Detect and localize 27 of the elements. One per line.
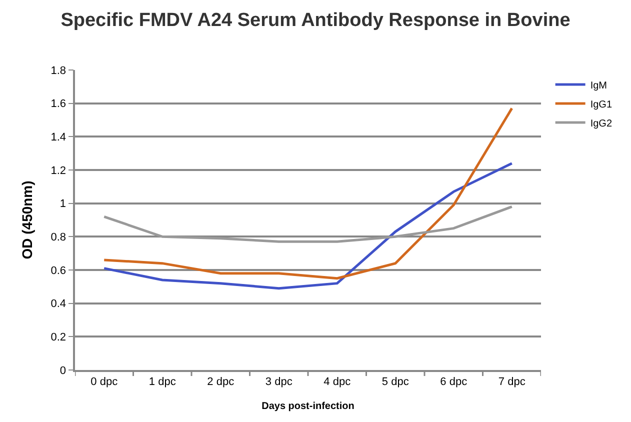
legend-label: IgM: [590, 80, 607, 92]
legend-label: IgG2: [590, 118, 612, 130]
y-tick-label: 0: [60, 364, 66, 377]
y-tick-label: 1: [60, 198, 66, 210]
y-axis-title: OD (450nm): [18, 180, 35, 260]
x-axis-title: Days post-infection: [262, 400, 354, 412]
line-series: [102, 162, 514, 290]
y-tick-label: 1.2: [50, 164, 66, 177]
line-series: [102, 205, 514, 243]
y-tick-label: 0.8: [50, 232, 66, 244]
y-tick-label: 0.6: [50, 264, 66, 277]
x-tick-label: 3 dpc: [265, 376, 293, 388]
x-tick-label: 5 dpc: [382, 376, 410, 388]
y-tick-label: 1.8: [50, 64, 66, 77]
x-tick-label: 1 dpc: [148, 376, 176, 388]
chart-title: Specific FMDV A24 Serum Antibody Response in Bovine: [60, 10, 570, 31]
x-tick-label: 0 dpc: [90, 376, 118, 388]
x-tick-label: 6 dpc: [440, 376, 468, 388]
x-tick-label: 7 dpc: [498, 376, 526, 388]
line-series: [102, 107, 514, 280]
x-tick-label: 4 dpc: [324, 376, 352, 388]
y-tick-label: 1.4: [50, 132, 66, 144]
y-tick-label: 0.2: [50, 332, 66, 344]
y-tick-label: 0.4: [50, 298, 66, 310]
y-tick-label: 1.6: [50, 98, 66, 110]
x-tick-label: 2 dpc: [207, 376, 235, 388]
legend-label: IgG1: [590, 99, 612, 110]
